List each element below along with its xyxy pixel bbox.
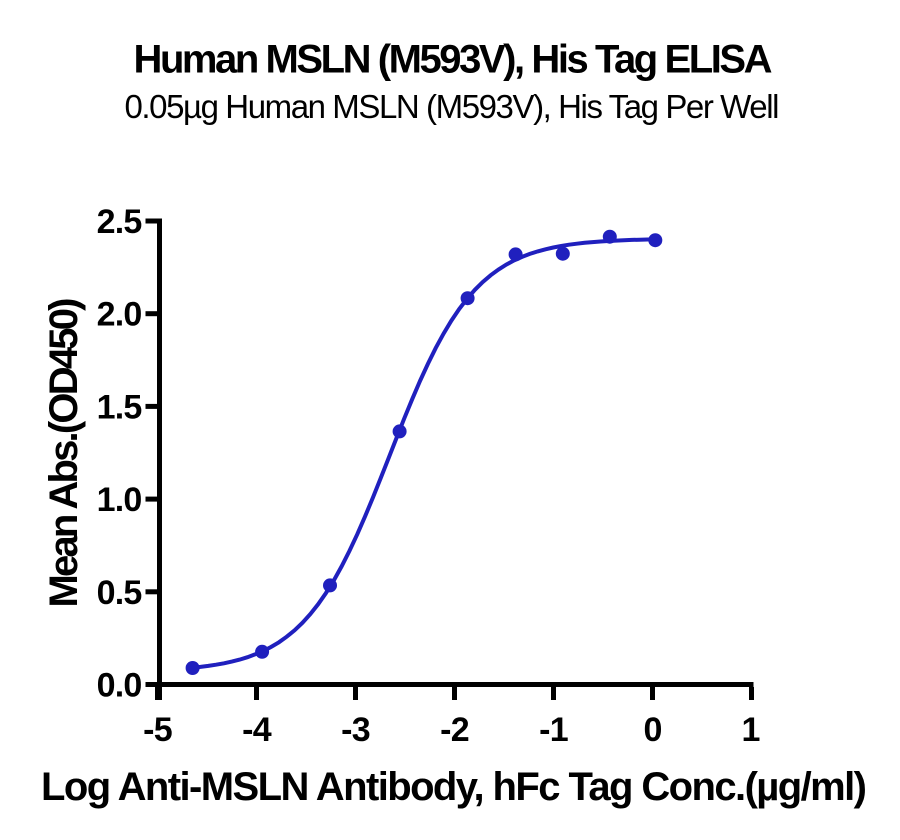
svg-text:1.0: 1.0 xyxy=(97,481,142,519)
svg-text:0.5: 0.5 xyxy=(97,574,142,612)
svg-text:Human MSLN (M593V), His Tag EL: Human MSLN (M593V), His Tag ELISA xyxy=(134,38,773,82)
svg-text:-2: -2 xyxy=(440,711,469,749)
svg-text:-3: -3 xyxy=(341,711,370,749)
svg-text:Log Anti-MSLN Antibody, hFc Ta: Log Anti-MSLN Antibody, hFc Tag Conc.(µg… xyxy=(41,765,867,809)
svg-text:-4: -4 xyxy=(242,711,272,749)
svg-text:1.5: 1.5 xyxy=(97,388,142,426)
svg-text:2.0: 2.0 xyxy=(97,296,142,334)
svg-text:0: 0 xyxy=(643,711,661,749)
svg-text:1: 1 xyxy=(741,711,759,749)
svg-text:2.5: 2.5 xyxy=(97,203,142,241)
svg-text:0.0: 0.0 xyxy=(97,667,142,705)
svg-text:-1: -1 xyxy=(539,711,568,749)
svg-text:-5: -5 xyxy=(143,711,172,749)
svg-text:Mean Abs.(OD450): Mean Abs.(OD450) xyxy=(42,298,86,608)
svg-text:0.05µg Human MSLN (M593V), His: 0.05µg Human MSLN (M593V), His Tag Per W… xyxy=(125,88,780,125)
